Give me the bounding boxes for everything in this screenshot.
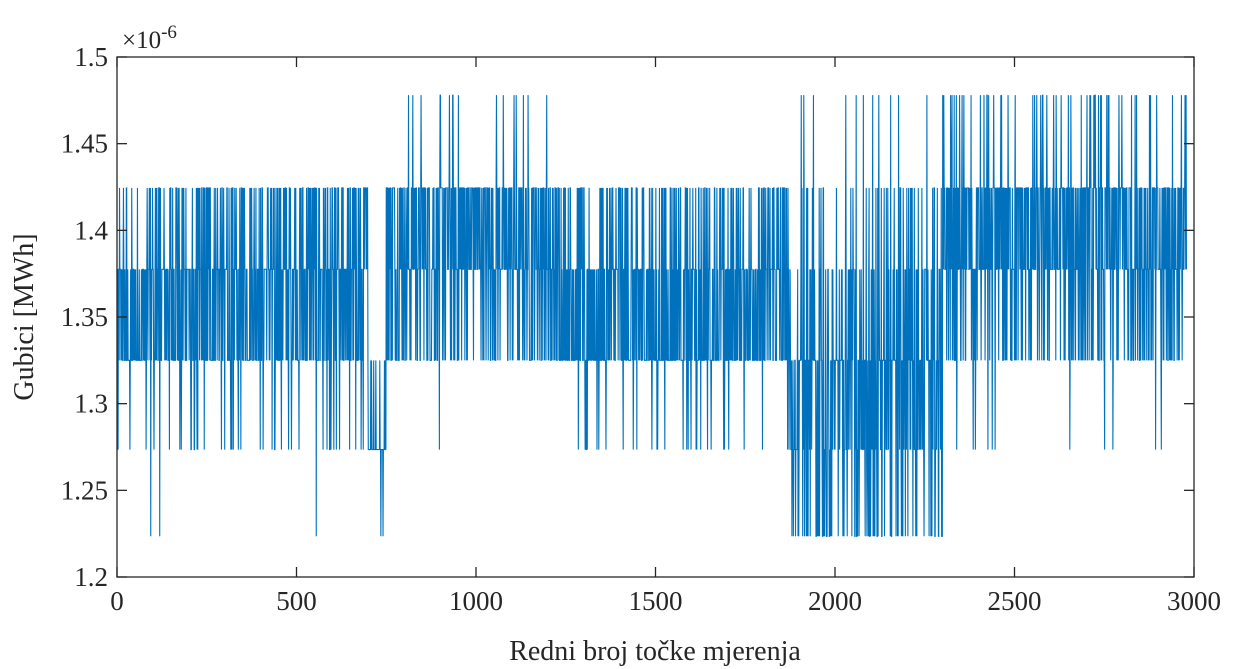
x-tick-label: 2000 bbox=[808, 586, 862, 616]
y-exponent-base: ×10 bbox=[122, 27, 161, 54]
y-tick-label: 1.4 bbox=[74, 215, 108, 245]
x-tick-label: 2500 bbox=[988, 586, 1042, 616]
y-tick-label: 1.25 bbox=[61, 475, 108, 505]
x-tick-label: 500 bbox=[276, 586, 317, 616]
y-exponent-power: -6 bbox=[161, 22, 177, 43]
x-axis-ticks: 0 500 1000 1500 2000 2500 3000 bbox=[110, 57, 1221, 616]
y-tick-label: 1.45 bbox=[61, 129, 108, 159]
y-tick-label: 1.35 bbox=[61, 302, 108, 332]
x-axis-title: Redni broj točke mjerenja bbox=[509, 636, 801, 667]
x-tick-label: 3000 bbox=[1167, 586, 1221, 616]
y-tick-label: 1.3 bbox=[74, 389, 108, 419]
y-tick-label: 1.5 bbox=[74, 42, 108, 72]
series-line bbox=[116, 94, 1188, 537]
x-tick-label: 0 bbox=[110, 586, 124, 616]
y-axis-title: Gubici [MWh] bbox=[9, 233, 40, 400]
x-tick-label: 1000 bbox=[449, 586, 503, 616]
y-axis-ticks: 1.2 1.25 1.3 1.35 1.4 1.45 1.5 bbox=[61, 42, 1194, 592]
y-tick-label: 1.2 bbox=[74, 562, 108, 592]
x-tick-label: 1500 bbox=[629, 586, 683, 616]
y-exponent-label: ×10-6 bbox=[122, 22, 177, 54]
